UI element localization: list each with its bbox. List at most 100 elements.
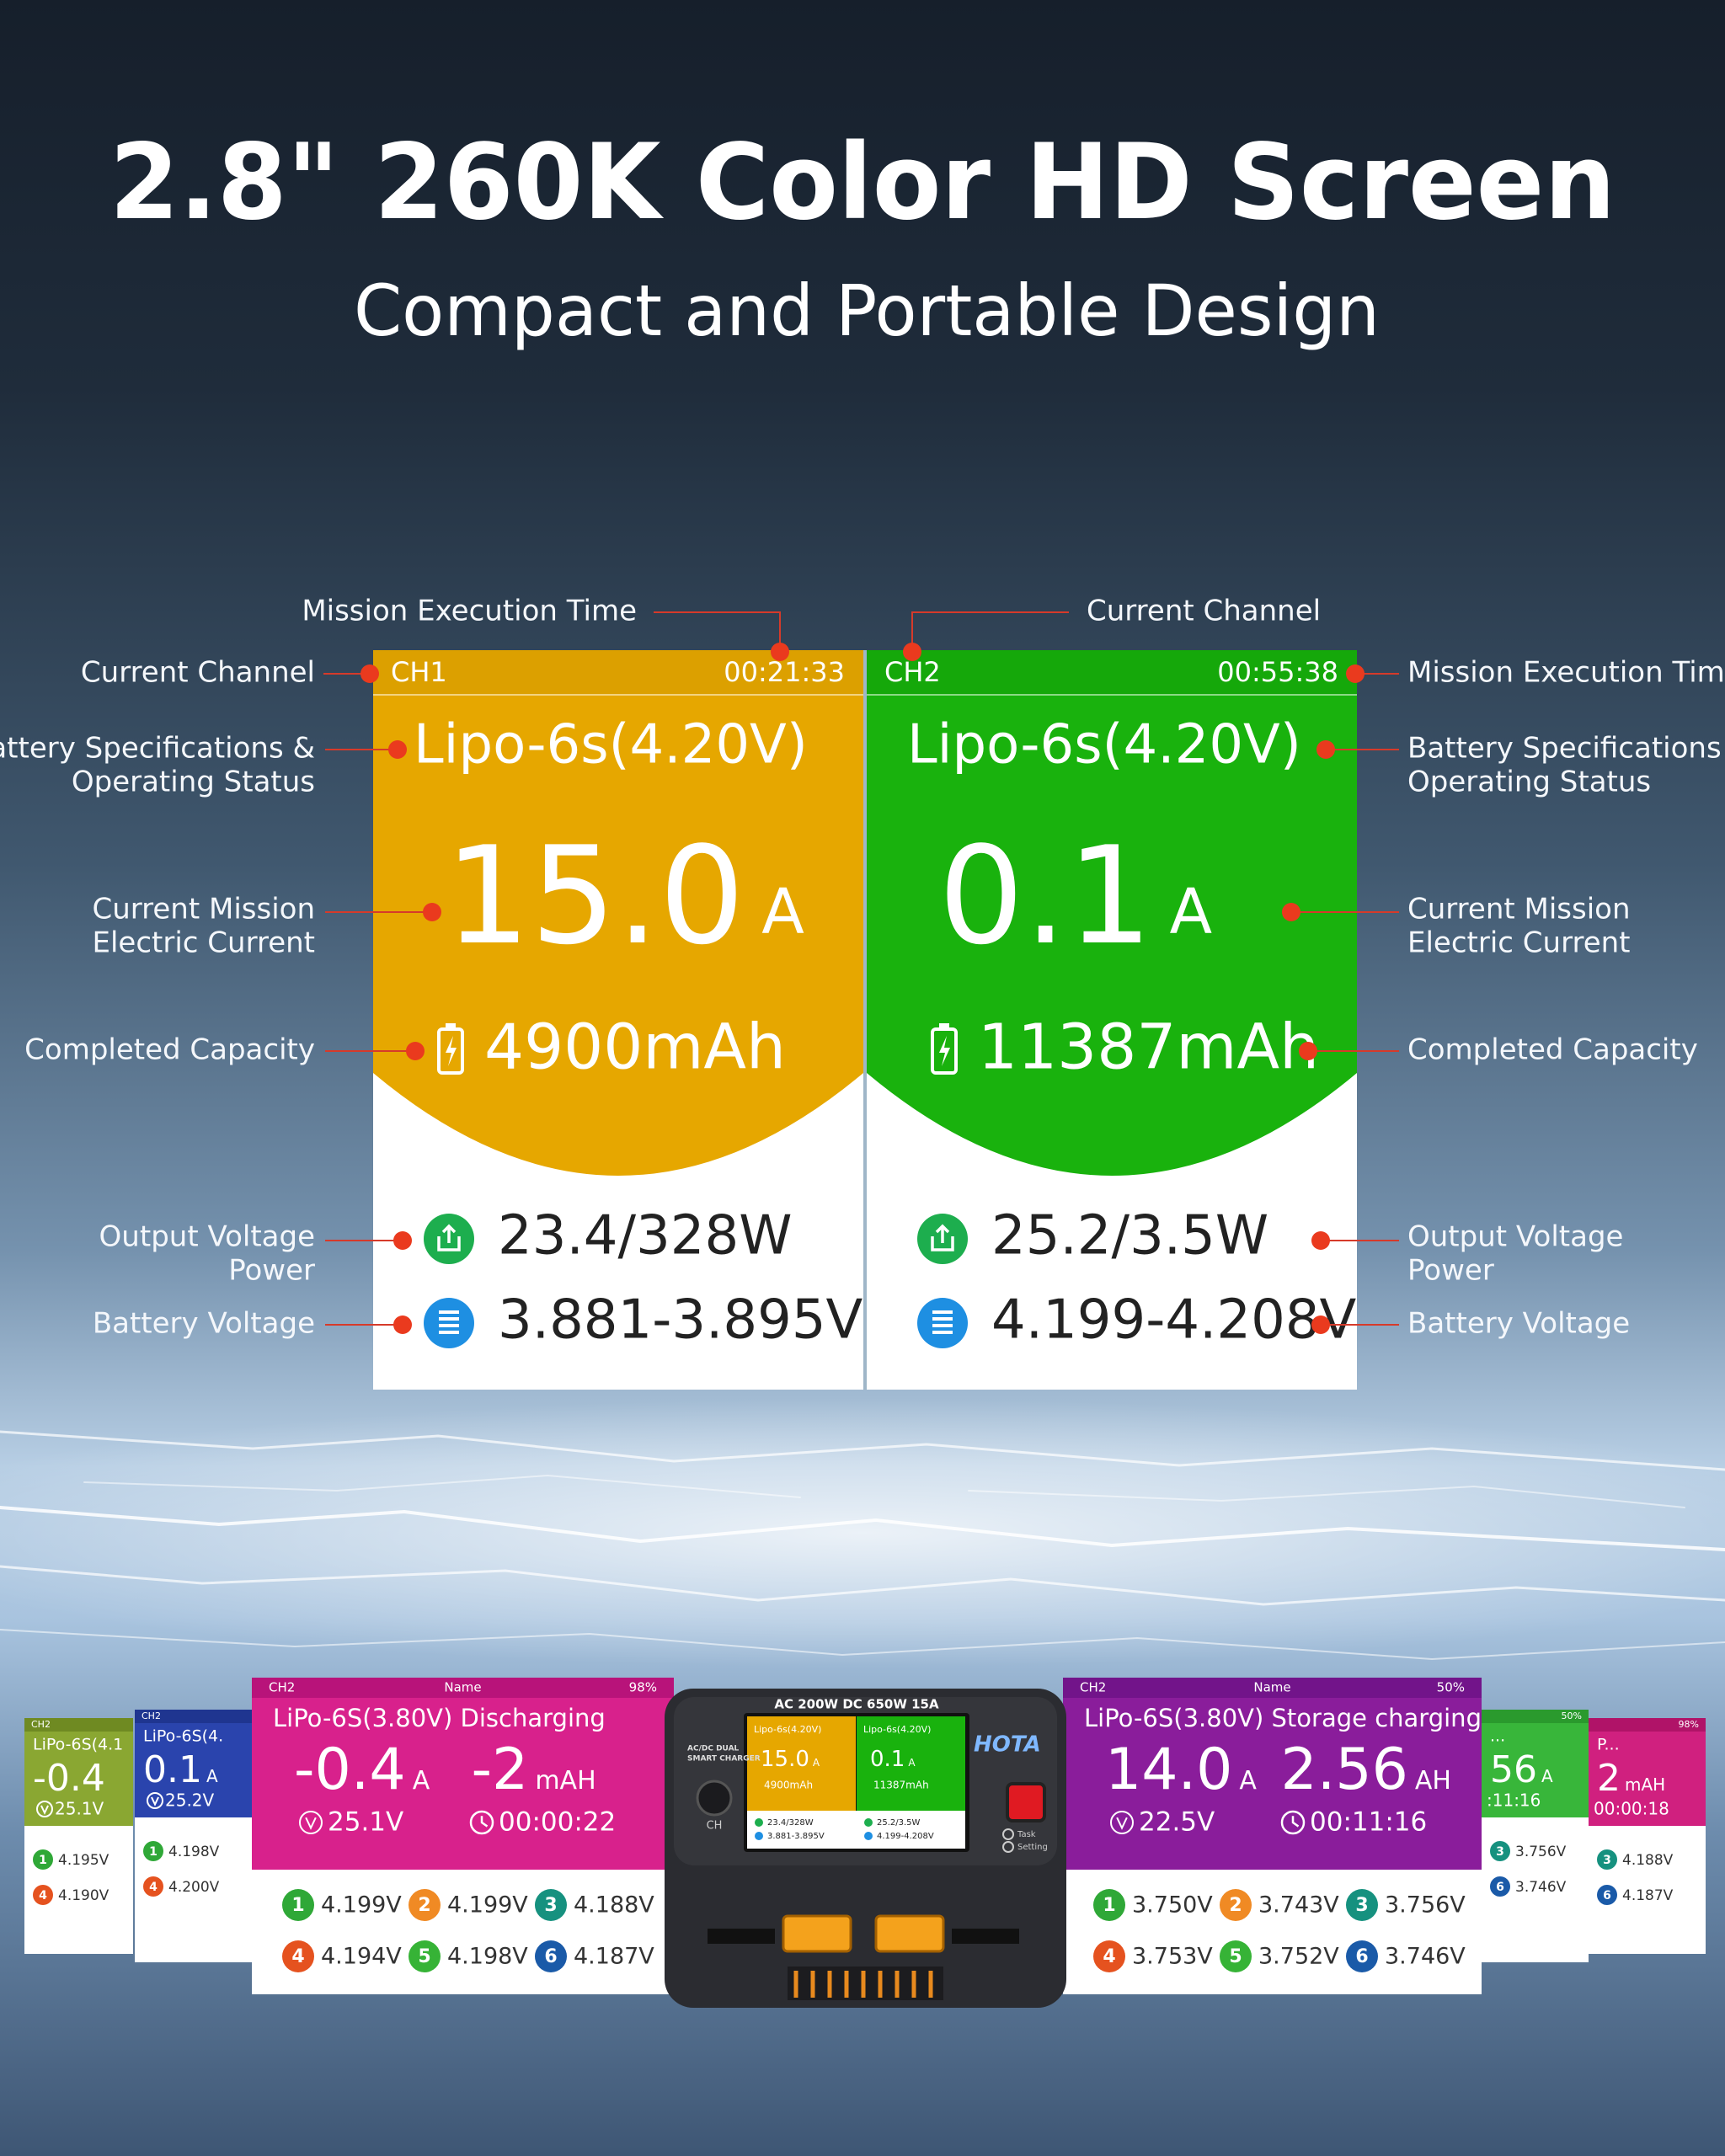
clock-glyph xyxy=(1280,1810,1306,1835)
preview-color xyxy=(1063,1678,1482,1870)
cell-voltage: 4.190V xyxy=(58,1887,109,1904)
cell-number: 4 xyxy=(149,1881,158,1894)
cell-badge xyxy=(535,1889,567,1921)
preview-reading: 14.0 A xyxy=(1105,1737,1257,1803)
output-icon-glyph xyxy=(931,1224,954,1251)
cell-badge xyxy=(1346,1940,1378,1972)
callout-dot xyxy=(406,1042,425,1060)
reading-unit: A xyxy=(1239,1766,1257,1796)
charger-button-label: CH xyxy=(707,1820,723,1833)
current-value: 15.0 xyxy=(445,817,745,974)
preview-color xyxy=(1482,1710,1589,1817)
callout-label: Operating Status xyxy=(72,766,315,799)
reading-unit: AH xyxy=(1415,1766,1451,1796)
cell-voltage: 4.194V xyxy=(321,1944,402,1970)
preview-title: LiPo-6S(3.80V) Storage charging xyxy=(1084,1704,1482,1732)
preview-header xyxy=(1482,1710,1589,1723)
callout-label: Current Channel xyxy=(1087,595,1321,628)
voltage-glyph xyxy=(147,1792,163,1809)
mini-output: 23.4/328W xyxy=(767,1818,814,1828)
cell-voltage: 3.746V xyxy=(1385,1944,1466,1970)
preview-time: 00:11:16 xyxy=(1310,1807,1427,1838)
callout-dot xyxy=(1311,1231,1330,1250)
preview-header-text: CH2 xyxy=(269,1680,295,1695)
preview-header-text: Name xyxy=(1253,1680,1290,1695)
cell-voltage: 4.198V xyxy=(447,1944,528,1970)
cell-badge xyxy=(1490,1876,1510,1897)
reading-unit: A xyxy=(413,1766,430,1796)
current-unit: A xyxy=(761,876,804,948)
cell-voltage: 4.188V xyxy=(574,1892,654,1919)
cell-number: 1 xyxy=(39,1854,47,1867)
channel-label: CH2 xyxy=(884,656,941,688)
callout-dot xyxy=(360,664,379,683)
mini-capacity: 4900mAh xyxy=(764,1780,813,1791)
preview-header xyxy=(1589,1718,1706,1732)
output-power: 25.2/3.5W xyxy=(991,1205,1268,1267)
cell-badge xyxy=(282,1889,314,1921)
cell-voltage: 4.187V xyxy=(1622,1887,1674,1904)
light-glow xyxy=(0,1398,1725,1668)
cell-number: 1 xyxy=(1103,1895,1115,1916)
preview-reading: 2.56 AH xyxy=(1280,1737,1451,1803)
mini-output: 25.2/3.5W xyxy=(877,1818,921,1828)
capacity: 11387mAh xyxy=(978,1011,1319,1084)
clock-hands xyxy=(1291,1816,1300,1828)
charger-menu: Task xyxy=(1017,1830,1036,1839)
cell-voltage: 3.750V xyxy=(1132,1892,1213,1919)
reading-value: 14.0 xyxy=(1105,1737,1232,1803)
clock-hands xyxy=(480,1816,489,1828)
callout-label: Output Voltage xyxy=(99,1220,315,1254)
clock-glyph xyxy=(469,1810,494,1835)
callout-label: Battery Specifications & xyxy=(0,732,315,766)
ch-button[interactable] xyxy=(696,1780,733,1817)
cell-badge xyxy=(143,1841,163,1861)
annotations: Mission Execution Time Current Channel Bat… xyxy=(0,595,1725,1341)
preview-screen: CH2 Name 50% LiPo-6S(3.80V) Storage chargin… xyxy=(1063,1678,1482,1994)
cell-number: 3 xyxy=(1496,1845,1504,1859)
callout-dot xyxy=(771,643,789,661)
channel-label: CH1 xyxy=(391,656,447,688)
control-knob[interactable] xyxy=(1006,1782,1046,1822)
preview-title: LiPo-6S(4.1 xyxy=(33,1736,123,1754)
cell-badge xyxy=(1597,1849,1617,1870)
preview-voltage: 25.1V xyxy=(55,1799,104,1819)
voltage-glyph xyxy=(1110,1811,1134,1834)
mini-current-unit: A xyxy=(908,1757,916,1769)
channel-screen: CH1 00:21:33 Lipo-6s(4.20V) 15.0 A 4900mAh 23.… xyxy=(373,650,863,1390)
mini-screen-ch2 xyxy=(857,1716,965,1811)
execution-time: 00:21:33 xyxy=(724,656,845,688)
callout-label: Power xyxy=(1407,1254,1494,1288)
cell-voltage: 3.746V xyxy=(1515,1879,1567,1896)
cell-voltage: 3.743V xyxy=(1258,1892,1339,1919)
callout-line xyxy=(911,611,1069,652)
current-value: 0.1 xyxy=(938,817,1152,974)
preview-time: 00:00:22 xyxy=(499,1807,616,1838)
cell-badge xyxy=(33,1849,53,1870)
task-led xyxy=(1002,1828,1014,1840)
reading-unit: mAH xyxy=(535,1766,595,1796)
cell-badge xyxy=(409,1940,441,1972)
setting-led xyxy=(1002,1841,1014,1853)
cell-voltage: 3.756V xyxy=(1385,1892,1466,1919)
preview-title: ... xyxy=(1490,1727,1505,1746)
callout-label: Electric Current xyxy=(1407,926,1631,960)
callout-label: Power xyxy=(228,1254,315,1288)
cell-voltage: 4.198V xyxy=(168,1844,220,1860)
preview-header-text: CH2 xyxy=(142,1710,161,1721)
mini-voltage: 4.199-4.208V xyxy=(877,1832,934,1841)
cell-badge xyxy=(1220,1889,1252,1921)
screen-divider xyxy=(863,650,867,1390)
cell-number: 3 xyxy=(1603,1854,1611,1867)
mini-voltage-icon xyxy=(755,1832,763,1840)
cell-badge xyxy=(1490,1841,1510,1861)
callout-dot xyxy=(388,740,407,759)
callout-dot xyxy=(1316,740,1335,759)
output-power: 23.4/328W xyxy=(498,1205,793,1267)
callout-dot xyxy=(1346,664,1365,683)
battery-spec: Lipo-6s(4.20V) xyxy=(414,714,808,776)
preview-voltage: 25.2V xyxy=(165,1790,215,1811)
cell-voltage: 3.756V xyxy=(1515,1844,1567,1860)
